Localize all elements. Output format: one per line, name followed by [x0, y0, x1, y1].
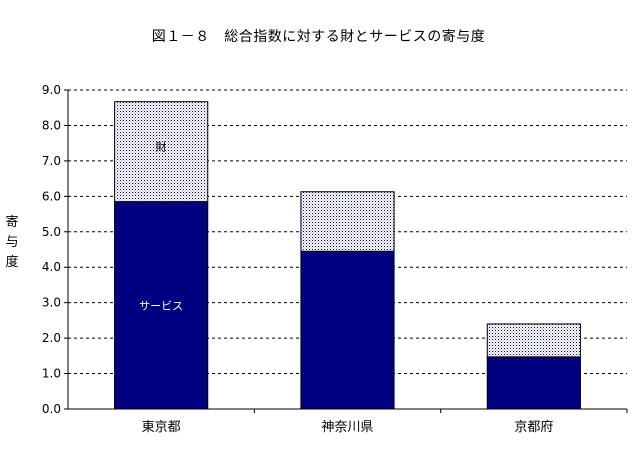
bar-segment-goods	[300, 191, 395, 252]
y-tick-label: 9.0	[42, 83, 61, 97]
bar-segment-service	[114, 201, 209, 410]
y-tick-label: 5.0	[42, 225, 61, 239]
x-category-labels: 東京都 神奈川県 京都府	[142, 419, 554, 435]
bars	[114, 101, 581, 410]
grid-lines	[64, 89, 627, 410]
y-axis-label-char: 度	[5, 254, 18, 270]
bar-segment-service	[300, 250, 395, 410]
segment-label: サービス	[139, 299, 183, 312]
y-tick-label: 8.0	[42, 118, 61, 132]
y-tick-labels: 0.0 1.0 2.0 3.0 4.0 5.0 6.0 7.0 8.0 9.0	[42, 83, 61, 416]
y-axis-label: 寄与度	[5, 214, 18, 270]
y-tick-label: 6.0	[42, 189, 61, 203]
y-tick-label: 3.0	[42, 296, 61, 310]
chart-title: 図１－８ 総合指数に対する財とサービスの寄与度	[151, 29, 486, 45]
x-category-label: 東京都	[142, 419, 181, 435]
axes	[67, 90, 628, 413]
bar-segment-goods	[486, 323, 581, 358]
y-tick-label: 1.0	[42, 367, 61, 381]
y-axis-label-char: 寄	[5, 214, 18, 230]
y-tick-label: 2.0	[42, 331, 61, 345]
y-tick-label: 7.0	[42, 154, 61, 168]
x-category-label: 京都府	[514, 420, 553, 435]
y-tick-label: 4.0	[42, 260, 61, 274]
bar-segment-service	[486, 356, 581, 410]
bar-segment-goods	[114, 101, 209, 203]
y-axis-label-char: 与	[5, 235, 18, 250]
segment-label: 財	[156, 140, 167, 154]
y-tick-label: 0.0	[42, 402, 61, 416]
x-category-label: 神奈川県	[321, 420, 373, 435]
